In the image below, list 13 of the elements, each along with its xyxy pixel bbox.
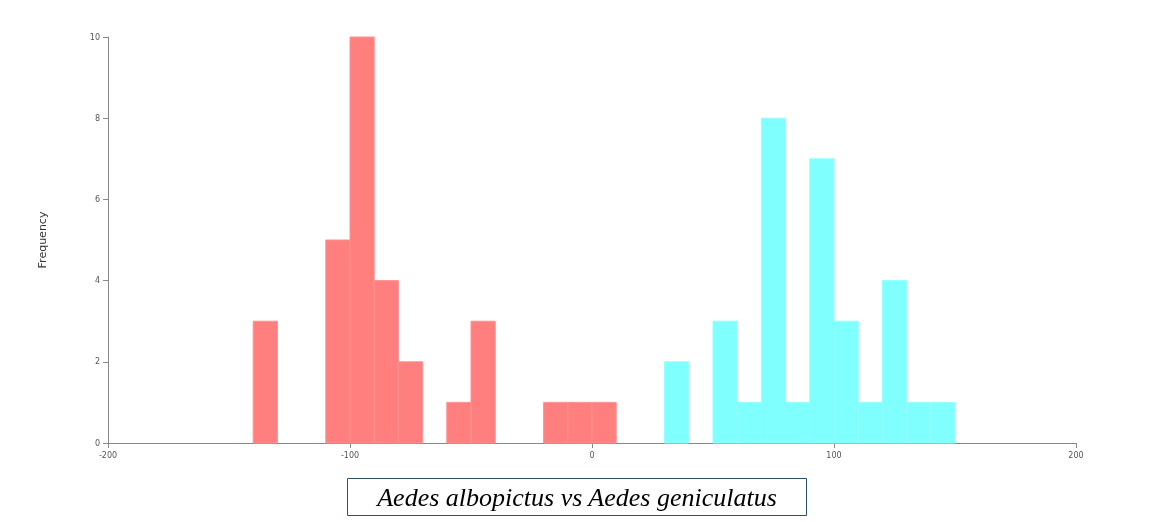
y-tick-label: 6: [94, 194, 100, 204]
y-tick-label: 4: [94, 276, 100, 286]
x-tick-label: 100: [826, 450, 842, 460]
y-tick-label: 0: [94, 438, 100, 448]
y-axis-title: Frequency: [36, 211, 49, 269]
y-tick-label: 10: [89, 32, 100, 42]
y-tick-label: 8: [94, 113, 100, 123]
x-tick-label: 0: [589, 450, 595, 460]
y-tick-label: 2: [94, 357, 100, 367]
x-tick-label: -200: [98, 450, 118, 460]
x-tick-label: 200: [1068, 450, 1084, 460]
text: Aedes albopictus vs Aedes geniculatus: [375, 482, 777, 512]
x-tick-label: -100: [340, 450, 360, 460]
